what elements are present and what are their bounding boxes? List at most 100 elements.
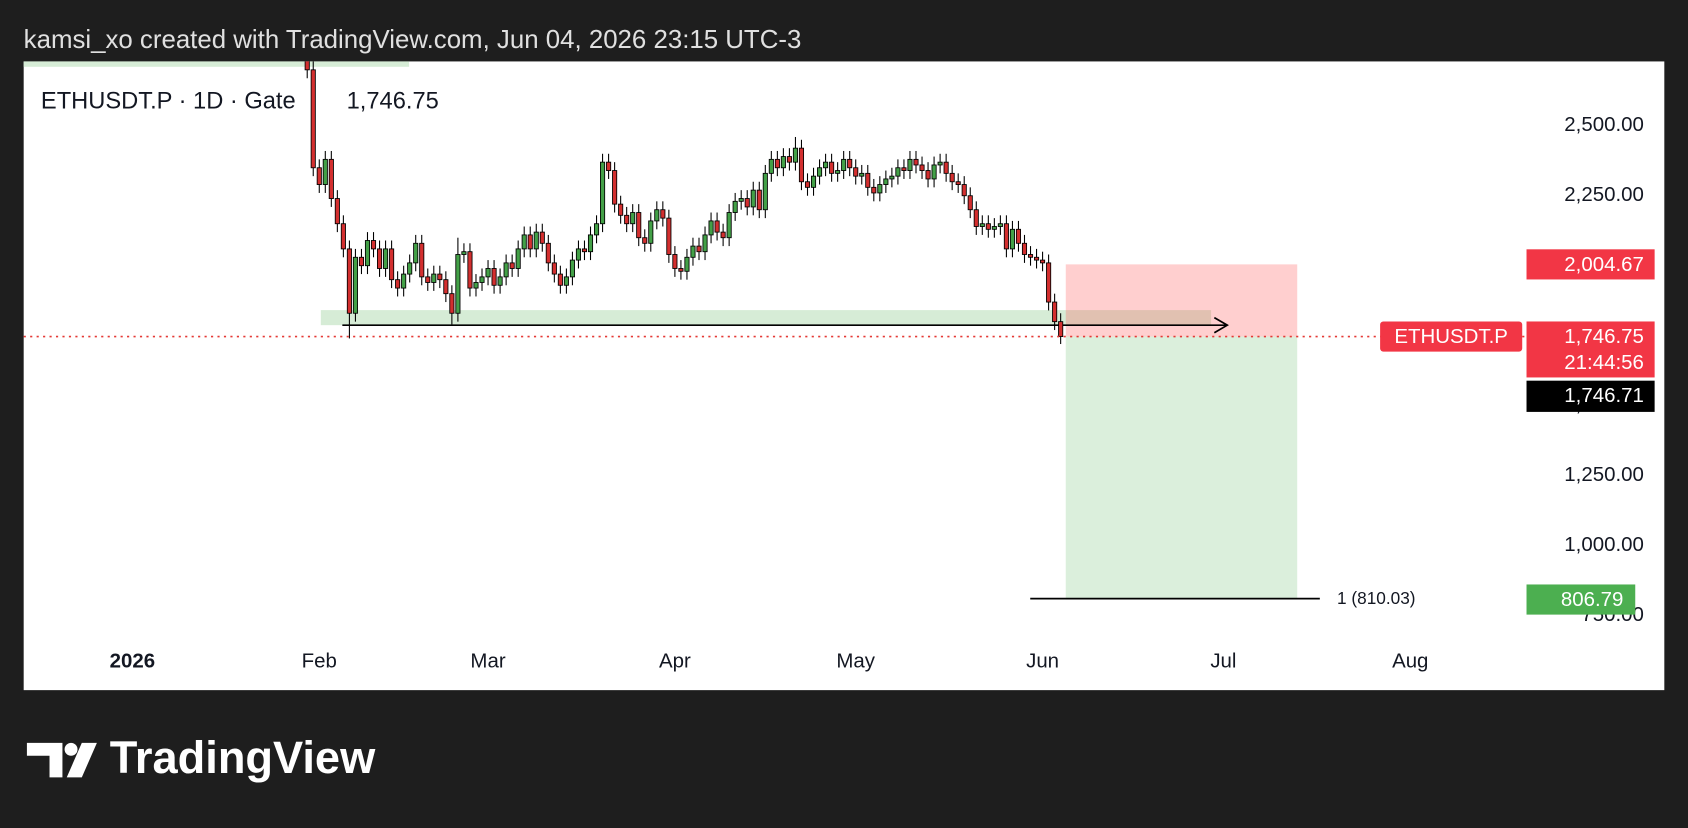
candle-body <box>316 167 322 185</box>
candle-body <box>1034 256 1040 261</box>
bid-label: 1,746.71 <box>1564 384 1644 407</box>
candle-body <box>744 198 750 208</box>
x-tick-label: Mar <box>470 650 505 673</box>
candle-body <box>732 200 738 213</box>
candle-body <box>539 231 545 244</box>
candle-body <box>690 245 696 258</box>
x-tick-label: Feb <box>302 650 337 673</box>
brand-logo <box>26 742 97 778</box>
candle-body <box>491 268 497 286</box>
candle-body <box>419 242 425 278</box>
candle-body <box>509 262 515 269</box>
candle-body <box>913 158 919 166</box>
candle-body <box>600 161 606 225</box>
candle-body <box>937 161 943 166</box>
x-tick-label: 2026 <box>110 650 155 673</box>
candle-body <box>877 184 883 194</box>
last-price-label-bg <box>1526 321 1655 378</box>
candle-body <box>563 276 569 286</box>
chart-title: ETHUSDT.P · 1D · Gate <box>41 89 296 115</box>
candle-body <box>925 170 931 180</box>
candle-body <box>425 276 431 283</box>
candle-body <box>901 167 907 171</box>
fib-label: 1 (810.03) <box>1337 588 1416 608</box>
candle-body <box>479 276 485 283</box>
x-tick-label: Jul <box>1210 650 1236 673</box>
support-zone <box>320 310 1212 326</box>
candle-body <box>919 164 925 171</box>
candle-body <box>1040 259 1046 264</box>
candle-body <box>720 231 726 239</box>
symbol-tag-bg <box>1380 321 1523 352</box>
candle-body <box>786 156 792 163</box>
candle-body <box>503 262 509 278</box>
y-tick-label: 2,250.00 <box>1564 183 1644 206</box>
candle-body <box>672 254 678 269</box>
candle-body <box>853 167 859 177</box>
candle-body <box>798 147 805 183</box>
candle-body <box>461 251 467 255</box>
candle-body <box>437 273 443 281</box>
last-price-label: 1,746.75 <box>1564 325 1644 348</box>
candle-body <box>654 209 660 222</box>
target-label-bg <box>1526 584 1636 615</box>
candle-body <box>973 209 979 227</box>
candle-body <box>985 223 991 230</box>
candle-body <box>979 223 985 227</box>
candle-body <box>431 273 437 283</box>
candle-body <box>521 234 527 250</box>
candle-body <box>334 198 340 225</box>
candle-body <box>823 161 829 169</box>
candle-body <box>413 242 419 264</box>
candle-body <box>750 189 756 208</box>
candle-body <box>1003 223 1009 250</box>
brand-name: TradingView <box>110 732 376 783</box>
candle-body <box>792 147 798 163</box>
candle-body <box>829 161 835 174</box>
candle-body <box>774 158 780 169</box>
candle-body <box>304 61 310 71</box>
candle-body <box>557 273 563 286</box>
candle-body <box>684 256 690 272</box>
candle-body <box>678 268 684 272</box>
candle-body <box>346 248 352 314</box>
candle-body <box>358 256 365 267</box>
candle-body <box>364 240 371 267</box>
candle-body <box>847 158 853 169</box>
candle-body <box>401 273 407 289</box>
candle-body <box>871 186 877 194</box>
candle-body <box>648 220 654 244</box>
candle-body <box>817 167 823 177</box>
candle-body <box>907 158 913 171</box>
overlays: 1 (810.03) 2,004.67 ETHUSDT.P 1,746.75 21:44… <box>23 249 1655 615</box>
candle-body <box>726 212 732 239</box>
candle-body <box>768 158 774 174</box>
x-tick-label: Apr <box>659 650 691 673</box>
candle-body <box>780 156 786 169</box>
candle-body <box>961 184 967 197</box>
plot-area <box>304 61 1298 600</box>
candle-body <box>322 158 328 185</box>
candle-body <box>612 170 618 205</box>
candle-body <box>1027 254 1034 258</box>
candle-body <box>642 237 648 244</box>
candle-body <box>449 293 455 314</box>
candle-body <box>859 172 865 177</box>
candle-body <box>804 181 811 188</box>
candle-body <box>943 161 949 174</box>
bid-label-bg <box>1526 380 1655 412</box>
candle-body <box>696 245 702 253</box>
candle-body <box>370 240 377 250</box>
candle-body <box>1046 262 1052 303</box>
candle-body <box>1052 301 1058 323</box>
candle-body <box>756 189 762 211</box>
candle-body <box>515 248 521 269</box>
candle-body <box>575 248 581 261</box>
y-tick-label: 1,250.00 <box>1564 463 1644 486</box>
candle-body <box>630 212 636 225</box>
candle-body <box>377 248 383 269</box>
candle-body <box>310 69 316 169</box>
candle-body <box>551 262 557 275</box>
candle-body <box>340 223 346 250</box>
